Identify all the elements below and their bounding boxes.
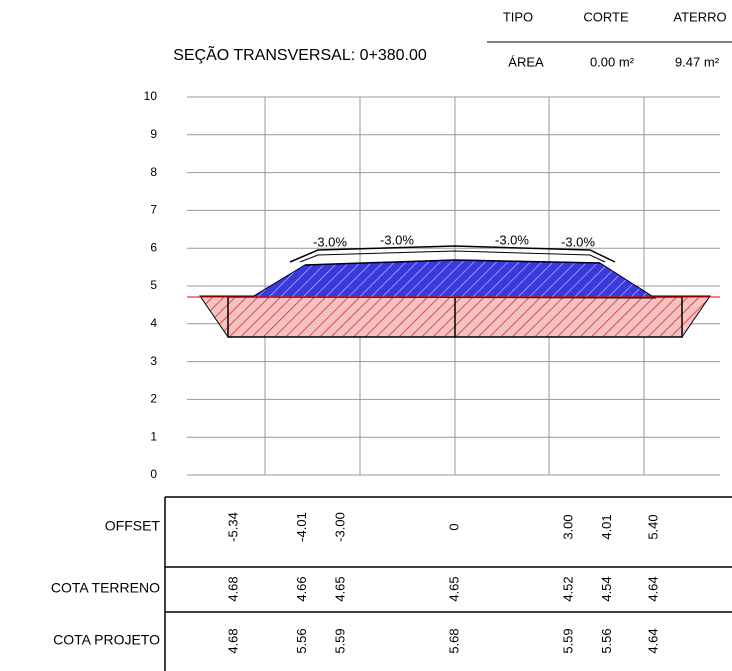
y-tick-label: 5 [150, 278, 157, 292]
y-tick-label: 4 [150, 316, 157, 330]
row-label: COTA TERRENO [51, 580, 160, 596]
header-cell: CORTE [583, 9, 629, 24]
cell: 4.66 [294, 576, 309, 601]
table [164, 496, 732, 671]
cell: 5.56 [599, 628, 614, 653]
row-label: COTA PROJETO [53, 632, 160, 648]
y-tick-label: 1 [150, 429, 157, 443]
y-tick-label: 7 [150, 203, 157, 217]
pavement [289, 245, 616, 263]
y-tick-label: 0 [150, 467, 157, 481]
y-tick-label: 2 [150, 392, 157, 406]
header-cell: ATERRO [673, 9, 726, 24]
cell: 4.54 [599, 576, 614, 601]
cell: 3.00 [560, 514, 575, 539]
y-tick-label: 10 [144, 89, 158, 103]
cell: 5.56 [294, 628, 309, 653]
cell: 0 [446, 523, 461, 530]
cell: 5.59 [332, 628, 347, 653]
header: TIPO CORTE ATERRO ÁREA 0.00 m² 9.47 m² S… [173, 9, 732, 69]
cell: -3.00 [332, 512, 347, 542]
cell: 4.64 [646, 628, 661, 653]
cell: 4.01 [599, 514, 614, 539]
cell: 4.65 [446, 576, 461, 601]
cell: 4.65 [332, 576, 347, 601]
cell: 5.40 [646, 514, 661, 539]
slope-label: -3.0% [313, 234, 347, 249]
cell: -5.34 [226, 512, 241, 542]
subgrade [304, 259, 601, 266]
row-label: OFFSET [105, 518, 161, 534]
slope-label: -3.0% [380, 232, 414, 247]
header-cell: TIPO [503, 9, 533, 24]
pavement [299, 250, 606, 263]
cell: 5.68 [446, 628, 461, 653]
fill-area [250, 259, 657, 299]
cell: 4.64 [646, 576, 661, 601]
y-tick-label: 3 [150, 354, 157, 368]
row-cell: 9.47 m² [675, 54, 720, 69]
y-tick-label: 9 [150, 127, 157, 141]
cell: 4.68 [226, 628, 241, 653]
y-tick-label: 8 [150, 165, 157, 179]
cell: 5.59 [560, 628, 575, 653]
cell: 4.68 [226, 576, 241, 601]
slope-label: -3.0% [495, 232, 529, 247]
row-cell: ÁREA [508, 54, 544, 69]
row-cell: 0.00 m² [590, 54, 635, 69]
cell: 4.52 [560, 576, 575, 601]
y-tick-label: 6 [150, 240, 157, 254]
section: -3.0% -3.0% -3.0% -3.0% [187, 232, 720, 338]
title: SEÇÃO TRANSVERSAL: 0+380.00 [173, 44, 427, 64]
cell: -4.01 [294, 512, 309, 542]
slope-label: -3.0% [561, 234, 595, 249]
